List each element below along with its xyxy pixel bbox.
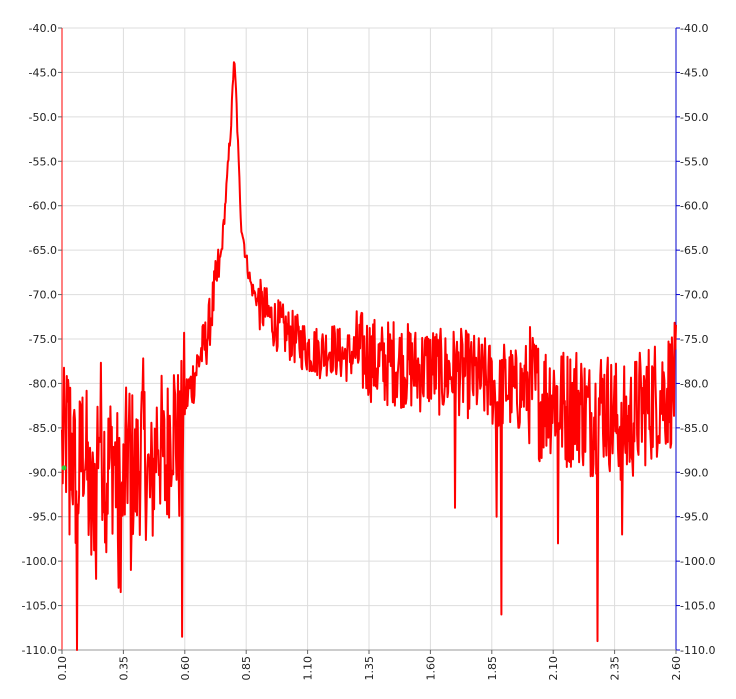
y-tick-label-left: -90.0	[29, 466, 57, 479]
y-tick-label-right: -85.0	[680, 422, 708, 435]
y-tick-label-right: -70.0	[680, 289, 708, 302]
x-tick-label: 1.60	[424, 656, 437, 681]
y-tick-label-left: -60.0	[29, 200, 57, 213]
y-tick-label-left: -50.0	[29, 111, 57, 124]
x-tick-label: 2.10	[547, 656, 560, 681]
x-tick-label: 2.35	[609, 656, 622, 681]
y-tick-label-right: -95.0	[680, 511, 708, 524]
y-tick-label-left: -40.0	[29, 22, 57, 35]
y-tick-label-left: -65.0	[29, 244, 57, 257]
y-tick-label-right: -75.0	[680, 333, 708, 346]
y-tick-label-right: -80.0	[680, 377, 708, 390]
left-y-axis-ticks: -40.0 -45.0 -50.0 -55.0 -60.0 -65.0 -70.0 -75.0…	[22, 22, 62, 657]
y-tick-label-right: -90.0	[680, 466, 708, 479]
y-tick-label-right: -65.0	[680, 244, 708, 257]
x-tick-label: 1.35	[363, 656, 376, 681]
right-y-axis-ticks: -40.0 -45.0 -50.0 -55.0 -60.0 -65.0 -70.0 -75.0…	[676, 22, 715, 657]
y-tick-label-right: -105.0	[680, 600, 715, 613]
x-tick-label: 0.85	[240, 656, 253, 681]
y-tick-label-left: -55.0	[29, 155, 57, 168]
x-tick-label: 0.60	[179, 656, 192, 681]
y-tick-label-left: -110.0	[22, 644, 57, 657]
y-tick-label-right: -100.0	[680, 555, 715, 568]
y-tick-label-right: -40.0	[680, 22, 708, 35]
y-tick-label-right: -60.0	[680, 200, 708, 213]
series-line	[61, 61, 677, 651]
y-tick-label-left: -75.0	[29, 333, 57, 346]
series-layer	[61, 61, 677, 651]
y-tick-label-left: -45.0	[29, 66, 57, 79]
x-tick-label: 0.10	[56, 656, 69, 681]
y-tick-label-right: -50.0	[680, 111, 708, 124]
y-tick-label-right: -110.0	[680, 644, 715, 657]
y-tick-label-right: -45.0	[680, 66, 708, 79]
y-tick-label-right: -55.0	[680, 155, 708, 168]
y-tick-label-left: -100.0	[22, 555, 57, 568]
x-tick-label: 1.85	[486, 656, 499, 681]
y-tick-label-left: -105.0	[22, 600, 57, 613]
x-tick-label: 0.35	[117, 656, 130, 681]
x-tick-label: 2.60	[670, 656, 683, 681]
x-tick-label: 1.10	[302, 656, 315, 681]
y-tick-label-left: -95.0	[29, 511, 57, 524]
x-axis-ticks: 0.10 0.35 0.60 0.85 1.10 1.35 1.60 1.85 2.10 2.35…	[56, 650, 683, 681]
marker-point	[61, 465, 67, 471]
y-tick-label-left: -80.0	[29, 377, 57, 390]
y-tick-label-left: -85.0	[29, 422, 57, 435]
y-tick-label-left: -70.0	[29, 289, 57, 302]
